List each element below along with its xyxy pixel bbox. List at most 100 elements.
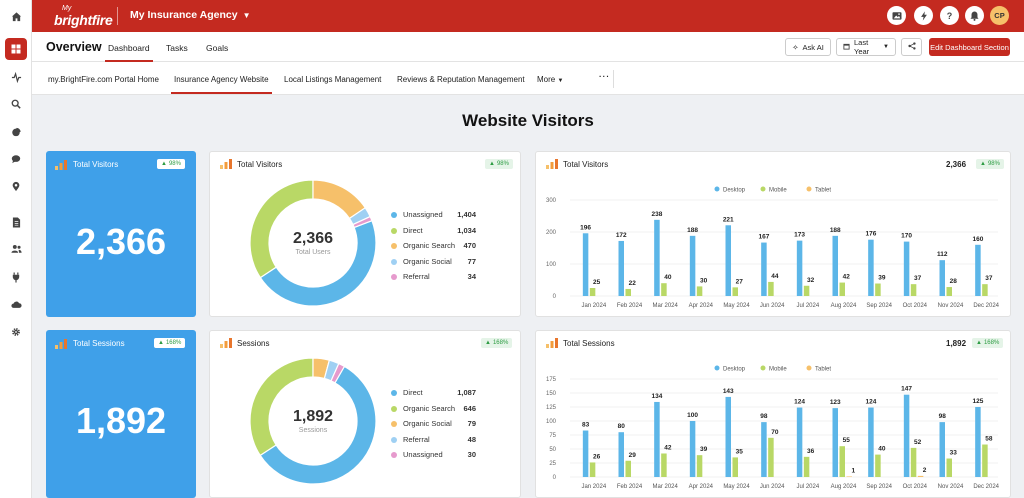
bar-desktop[interactable] <box>582 233 589 296</box>
settings-icon[interactable] <box>5 321 27 343</box>
bar-mobile[interactable] <box>803 285 810 296</box>
bar-desktop[interactable] <box>618 240 625 296</box>
plug-icon[interactable] <box>5 266 27 288</box>
bar-desktop[interactable] <box>868 239 874 296</box>
bar-mobile[interactable] <box>589 288 596 296</box>
legend-item[interactable]: Unassigned 30 <box>391 449 476 461</box>
bar-desktop[interactable] <box>975 407 981 477</box>
tab-insurance-website[interactable]: Insurance Agency Website <box>171 75 272 94</box>
legend-item[interactable]: Referral 34 <box>391 271 476 283</box>
bar-desktop[interactable] <box>725 396 732 477</box>
image-upload-icon[interactable] <box>887 6 906 25</box>
bar-desktop[interactable] <box>832 408 839 477</box>
donut-slice-referral[interactable] <box>352 215 373 229</box>
bar-desktop[interactable] <box>582 430 589 477</box>
date-range-select[interactable]: Last Year ▼ <box>836 38 896 56</box>
bar-mobile[interactable] <box>839 282 846 296</box>
legend-item[interactable]: Organic Social 77 <box>391 256 476 268</box>
help-icon[interactable]: ? <box>940 6 959 25</box>
bar-desktop[interactable] <box>689 235 696 296</box>
donut-slice-organic-search[interactable] <box>249 357 314 457</box>
location-icon[interactable] <box>5 175 27 197</box>
bar-desktop[interactable] <box>761 422 767 477</box>
legend-item[interactable]: Unassigned 1,404 <box>391 209 476 221</box>
bar-mobile[interactable] <box>768 281 774 296</box>
bar-mobile[interactable] <box>910 447 917 477</box>
activity-icon[interactable] <box>5 66 27 88</box>
bar-desktop[interactable] <box>761 242 767 296</box>
brightfire-logo[interactable]: My brightfire <box>54 4 120 30</box>
dashboard-icon[interactable] <box>5 38 27 60</box>
legend-label[interactable]: Tablet <box>815 366 831 372</box>
bar-desktop[interactable] <box>689 421 696 477</box>
bar-desktop[interactable] <box>975 244 981 296</box>
bar-desktop[interactable] <box>832 235 839 296</box>
bar-mobile[interactable] <box>589 462 596 477</box>
document-icon[interactable] <box>5 211 27 233</box>
bar-mobile[interactable] <box>625 288 632 296</box>
home-icon[interactable] <box>5 5 27 27</box>
bar-desktop[interactable] <box>654 219 660 296</box>
legend-item[interactable]: Organic Search 646 <box>391 403 476 415</box>
legend-label[interactable]: Desktop <box>723 366 746 372</box>
bar-mobile[interactable] <box>982 284 988 296</box>
tab-dashboard[interactable]: Dashboard <box>105 43 153 62</box>
bolt-icon[interactable] <box>914 6 933 25</box>
bar-mobile[interactable] <box>732 457 739 477</box>
bar-mobile[interactable] <box>625 460 632 477</box>
tab-portal-home[interactable]: my.BrightFire.com Portal Home <box>48 75 159 84</box>
bar-mobile[interactable] <box>732 287 739 296</box>
chat-icon[interactable] <box>5 148 27 170</box>
donut-slice-unassigned[interactable] <box>330 362 346 384</box>
bar-mobile[interactable] <box>661 283 667 296</box>
tab-more[interactable]: More ▼ <box>537 75 563 84</box>
tab-reviews-reputation[interactable]: Reviews & Reputation Management <box>397 75 525 84</box>
legend-label[interactable]: Desktop <box>723 187 746 193</box>
share-button[interactable] <box>901 38 922 56</box>
legend-item[interactable]: Organic Search 470 <box>391 240 476 252</box>
edit-dashboard-button[interactable]: Edit Dashboard Section <box>929 38 1010 56</box>
avatar[interactable]: CP <box>990 6 1009 25</box>
bar-desktop[interactable] <box>903 394 910 477</box>
bar-mobile[interactable] <box>875 454 881 477</box>
bar-desktop[interactable] <box>939 422 946 477</box>
bar-desktop[interactable] <box>939 260 946 296</box>
users-icon[interactable] <box>5 238 27 260</box>
agency-selector[interactable]: My Insurance Agency ▼ <box>130 9 251 21</box>
bar-mobile[interactable] <box>910 284 917 296</box>
bar-mobile[interactable] <box>696 286 703 296</box>
bar-tablet[interactable] <box>917 475 924 477</box>
search-icon[interactable] <box>5 93 27 115</box>
cloud-icon[interactable] <box>5 293 27 315</box>
bar-mobile[interactable] <box>946 458 953 477</box>
legend-label[interactable]: Tablet <box>815 187 831 193</box>
overflow-menu-icon[interactable]: ··· <box>599 72 610 81</box>
pie-chart-icon[interactable] <box>5 121 27 143</box>
bar-desktop[interactable] <box>654 401 660 477</box>
tab-local-listings[interactable]: Local Listings Management <box>284 75 382 84</box>
bar-tablet[interactable] <box>846 476 853 477</box>
bar-desktop[interactable] <box>618 432 625 477</box>
donut-slice-direct[interactable] <box>259 365 377 485</box>
tab-tasks[interactable]: Tasks <box>166 43 188 53</box>
legend-item[interactable]: Referral 48 <box>391 434 476 446</box>
legend-label[interactable]: Mobile <box>769 366 787 372</box>
tab-goals[interactable]: Goals <box>206 43 229 53</box>
bar-mobile[interactable] <box>661 453 667 477</box>
bar-mobile[interactable] <box>946 287 953 296</box>
bar-mobile[interactable] <box>839 446 846 477</box>
legend-item[interactable]: Direct 1,034 <box>391 225 476 237</box>
bar-desktop[interactable] <box>796 240 803 296</box>
bar-mobile[interactable] <box>803 456 810 477</box>
legend-item[interactable]: Direct 1,087 <box>391 387 476 399</box>
bar-desktop[interactable] <box>903 241 910 296</box>
legend-item[interactable]: Organic Social 79 <box>391 418 476 430</box>
bar-mobile[interactable] <box>875 283 881 296</box>
donut-slice-direct[interactable] <box>249 179 314 279</box>
bar-desktop[interactable] <box>796 407 803 477</box>
legend-label[interactable]: Mobile <box>769 187 787 193</box>
bar-desktop[interactable] <box>725 225 732 296</box>
ask-ai-button[interactable]: ✧ Ask AI <box>785 38 831 56</box>
bar-desktop[interactable] <box>868 407 874 477</box>
bar-mobile[interactable] <box>982 444 988 477</box>
